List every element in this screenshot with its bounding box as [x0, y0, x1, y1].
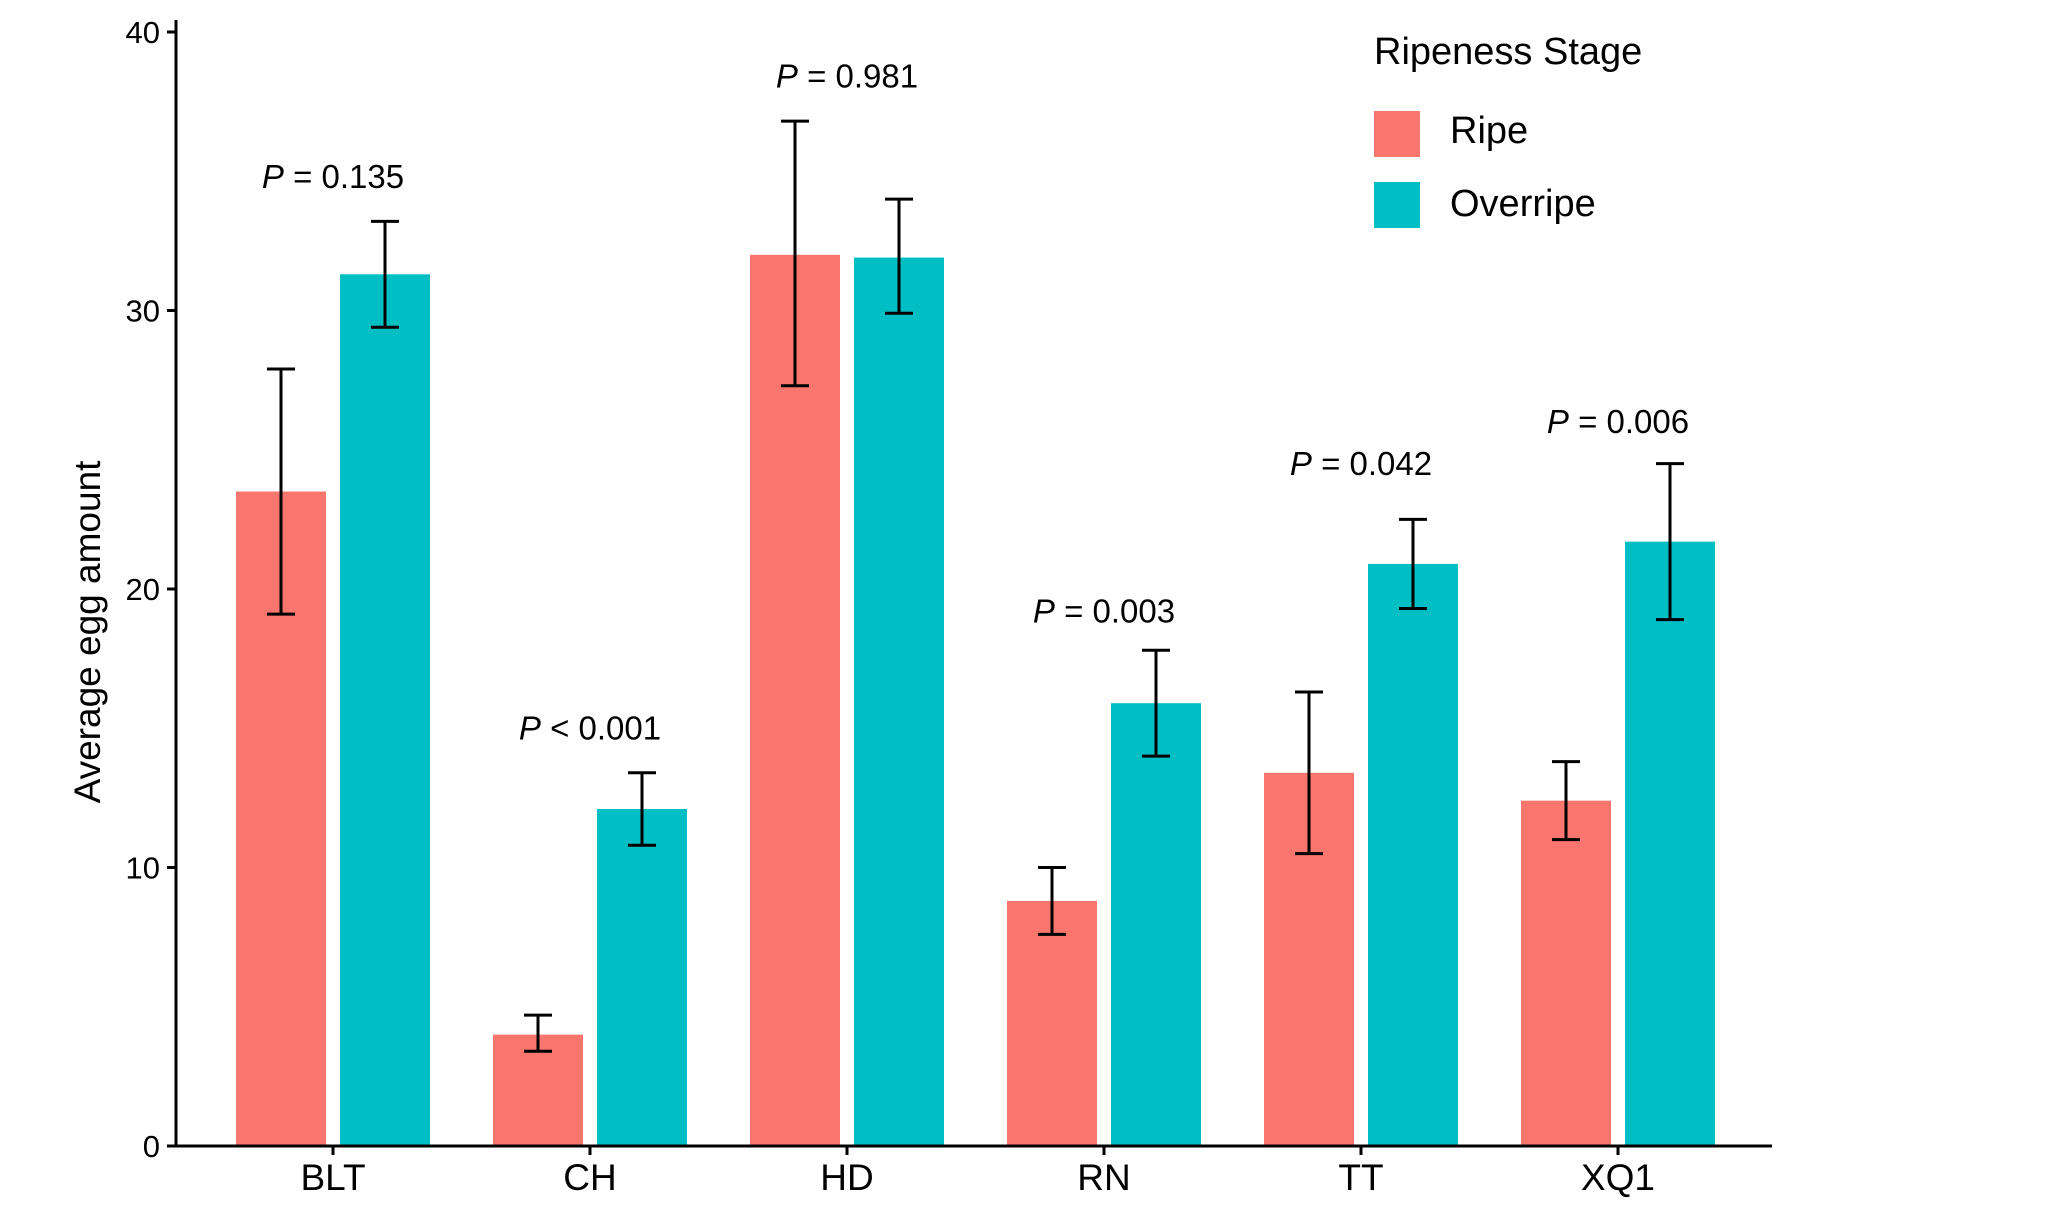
x-tick-label-hd: HD [820, 1157, 873, 1198]
error-bar-overripe-hd [885, 197, 913, 315]
error-bar-ripe-ch [524, 1013, 552, 1053]
bar-ripe-ch [493, 1034, 583, 1146]
p-value-label-rn: P = 0.003 [1033, 592, 1175, 629]
axes-layer [174, 20, 1772, 1148]
error-bar-overripe-ch [628, 771, 656, 847]
y-ticks-layer: 0 10 20 30 40 [126, 15, 176, 1164]
error-bar-overripe-rn [1142, 648, 1170, 758]
x-tick-label-xq1: XQ1 [1581, 1157, 1655, 1198]
error-bar-overripe-xq1 [1656, 462, 1684, 622]
x-tick-label-ch: CH [563, 1157, 616, 1198]
x-tick-label-tt: TT [1338, 1157, 1383, 1198]
legend-label-overripe: Overripe [1450, 183, 1596, 225]
error-bar-ripe-hd [781, 119, 809, 388]
legend-swatch-overripe [1374, 182, 1420, 228]
y-tick-label-40: 40 [126, 15, 160, 50]
bar-ripe-hd [750, 254, 840, 1147]
bar-overripe-tt [1368, 563, 1458, 1146]
y-axis-title: Average egg amount [67, 460, 108, 804]
x-ticks-layer: BLT CH HD RN TT XQ1 [300, 1146, 1655, 1198]
error-bar-ripe-tt [1295, 690, 1323, 856]
bar-ripe-rn [1007, 900, 1097, 1146]
legend-title: Ripeness Stage [1374, 31, 1642, 73]
p-value-labels-layer: P = 0.135 P < 0.001 P = 0.981 P = 0.003 P = … [262, 58, 1689, 747]
p-value-label-xq1: P = 0.006 [1547, 403, 1689, 440]
p-value-label-tt: P = 0.042 [1290, 445, 1432, 482]
error-bar-ripe-blt [267, 367, 295, 616]
x-tick-label-blt: BLT [300, 1157, 365, 1198]
legend-swatch-ripe [1374, 111, 1420, 157]
y-tick-label-30: 30 [126, 294, 160, 329]
y-tick-label-20: 20 [126, 572, 160, 607]
bar-ripe-xq1 [1521, 800, 1611, 1146]
bars-layer [236, 254, 1715, 1147]
error-bar-overripe-tt [1399, 517, 1427, 610]
y-tick-label-0: 0 [143, 1129, 160, 1164]
y-tick-label-10: 10 [126, 851, 160, 886]
bar-overripe-rn [1111, 703, 1201, 1146]
error-bars-layer [267, 119, 1684, 1053]
p-value-label-blt: P = 0.135 [262, 158, 404, 195]
bar-overripe-xq1 [1625, 541, 1715, 1146]
p-value-label-hd: P = 0.981 [776, 58, 918, 95]
p-value-label-ch: P < 0.001 [519, 709, 661, 746]
error-bar-overripe-blt [371, 219, 399, 329]
x-tick-label-rn: RN [1077, 1157, 1130, 1198]
bar-overripe-blt [340, 274, 430, 1146]
error-bar-ripe-rn [1038, 866, 1066, 936]
legend: Ripeness Stage Ripe Overripe [1374, 31, 1642, 228]
bar-overripe-hd [854, 257, 944, 1147]
bar-overripe-ch [597, 809, 687, 1146]
error-bar-ripe-xq1 [1552, 760, 1580, 842]
legend-label-ripe: Ripe [1450, 110, 1528, 152]
